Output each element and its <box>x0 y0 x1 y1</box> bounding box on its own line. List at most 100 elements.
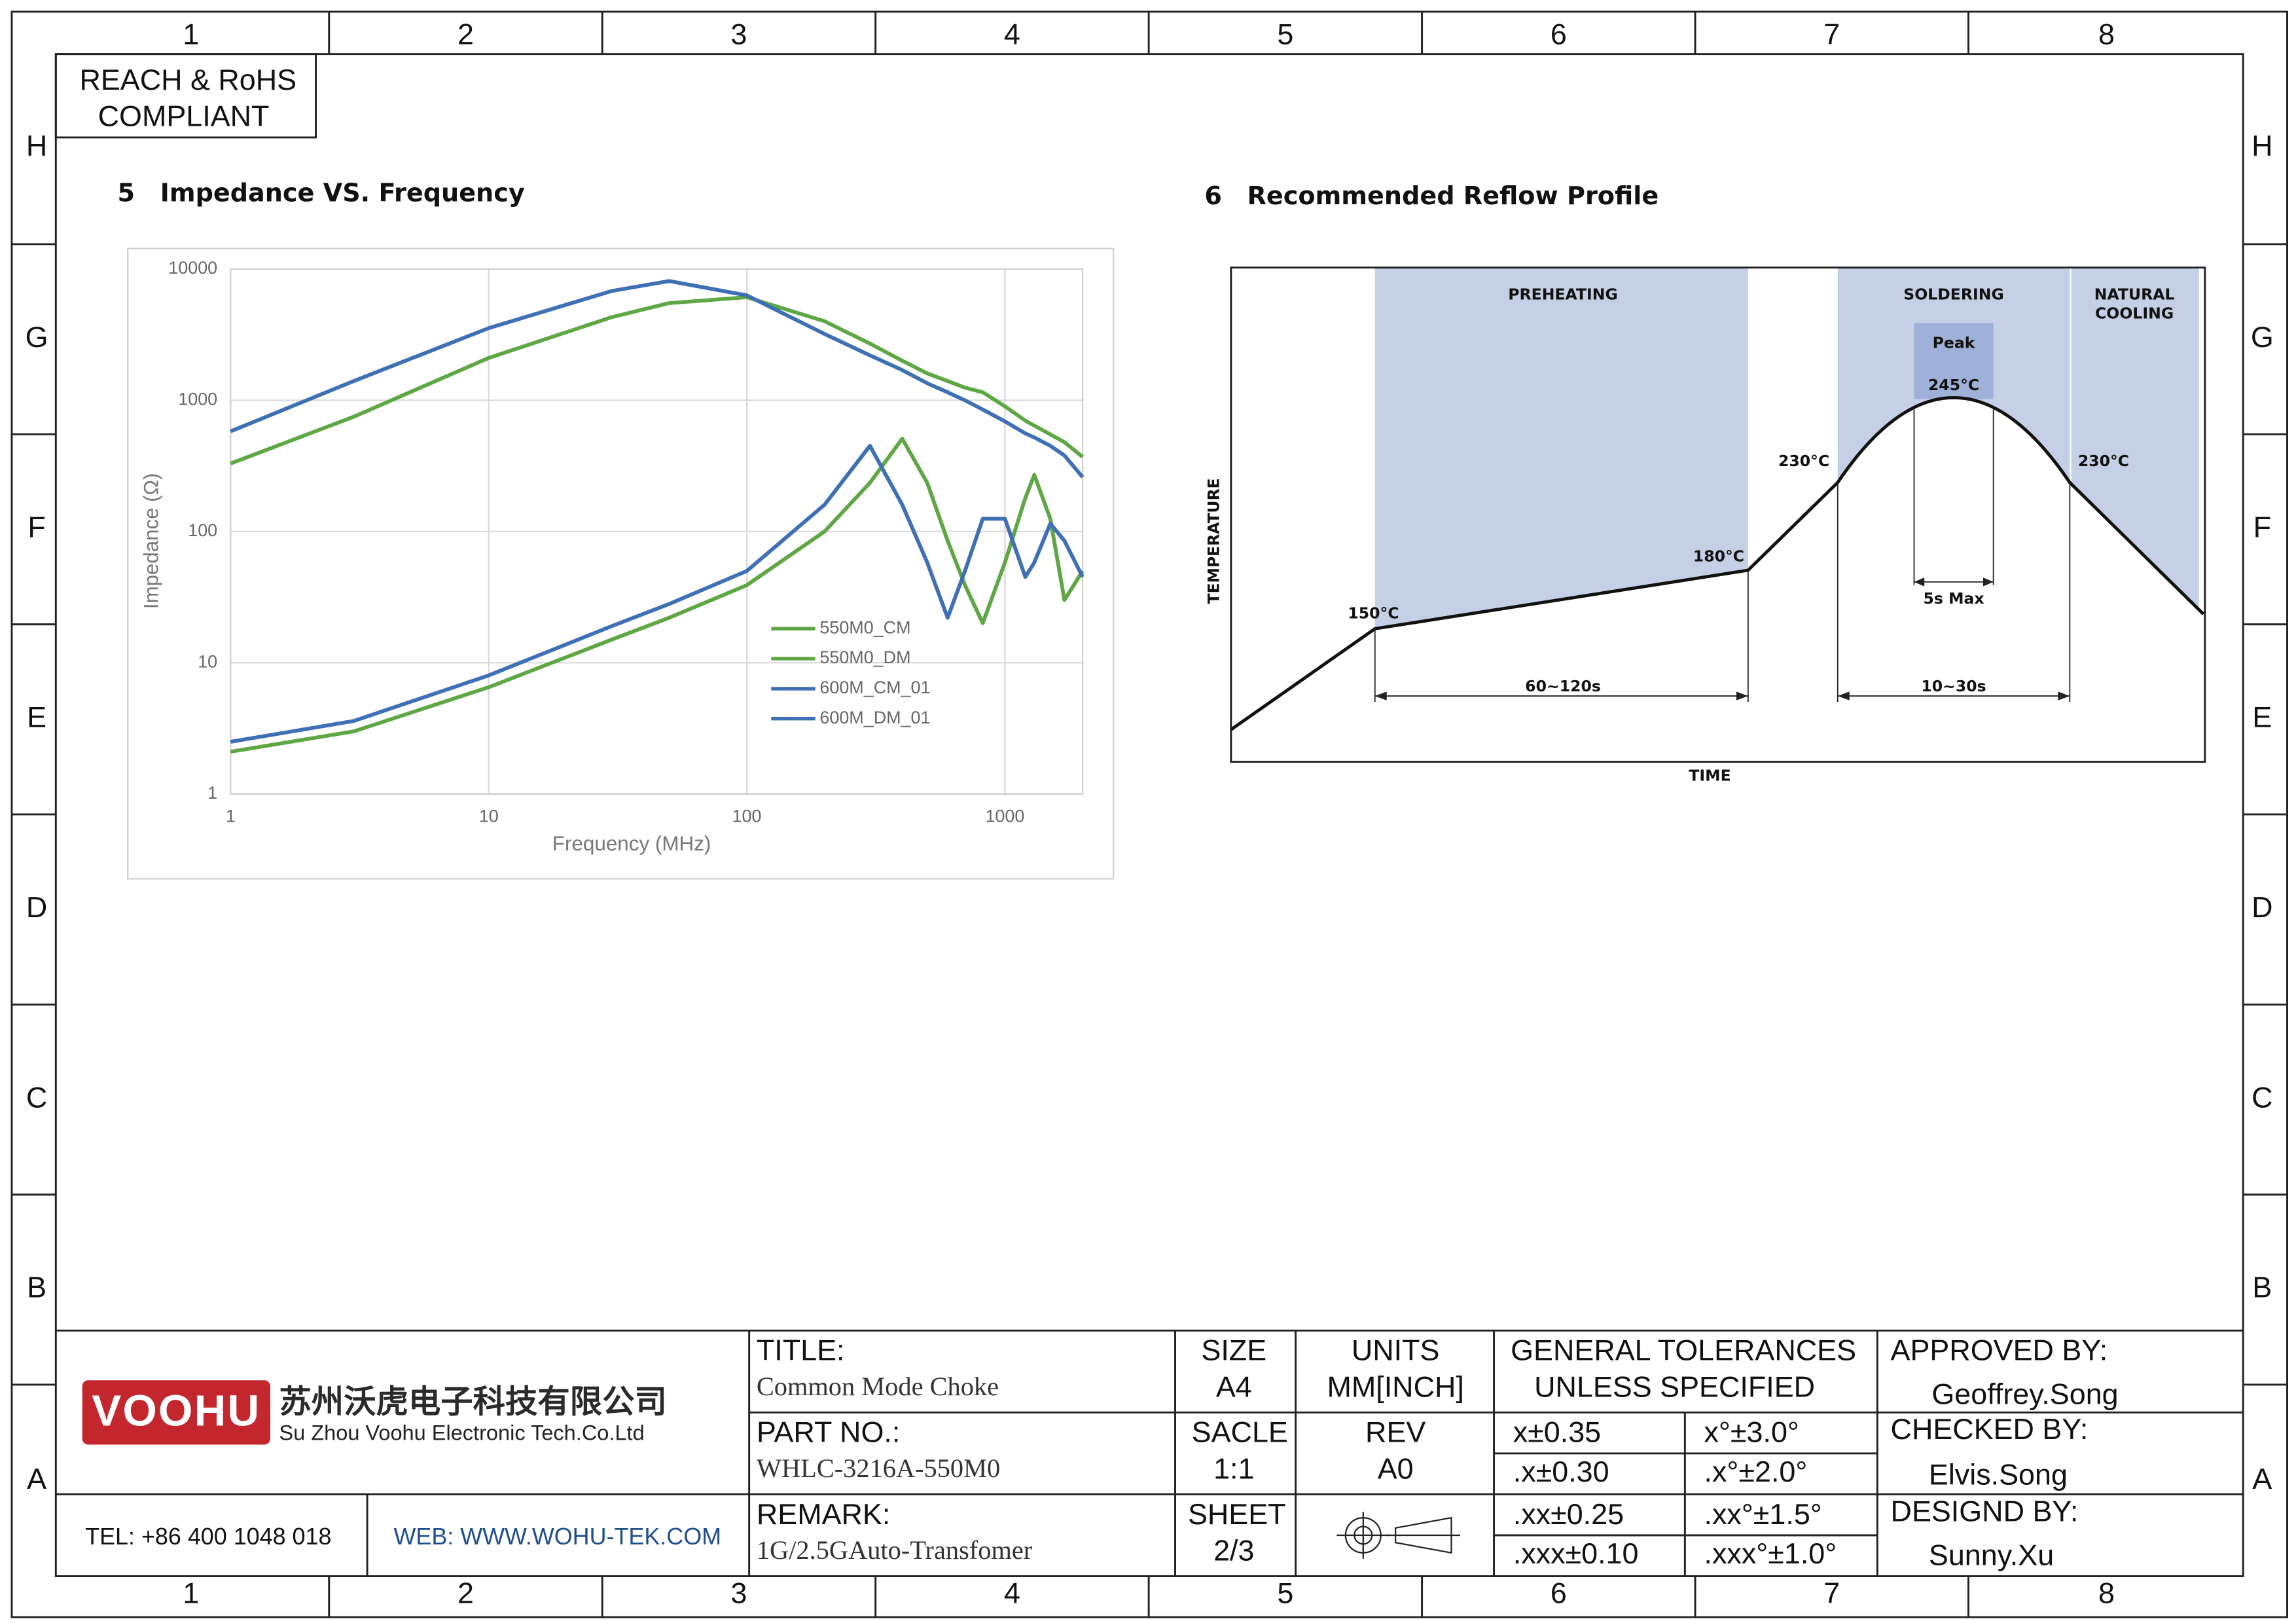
logo-box <box>82 1380 270 1445</box>
field-label: UNITS <box>1352 1334 1440 1367</box>
legend-label: 550M0_DM <box>819 647 910 667</box>
row-label: H <box>26 129 47 162</box>
tolerance-value: .xx°±1.5° <box>1704 1498 1822 1531</box>
row-label: G <box>26 321 48 354</box>
peak-label: Peak <box>1933 333 1976 352</box>
column-label: 5 <box>1277 1577 1293 1609</box>
plot-area <box>230 268 1084 795</box>
row-label: C <box>26 1081 47 1114</box>
reflow-frame <box>1230 266 2206 763</box>
reflow-curve <box>1230 396 2205 731</box>
column-label: 1 <box>183 18 199 51</box>
row-label: B <box>2252 1271 2272 1304</box>
tolerance-value: .xxx°±1.0° <box>1704 1537 1837 1570</box>
field-label: DESIGND BY: <box>1891 1495 2079 1527</box>
column-label: 6 <box>1551 18 1567 51</box>
column-label: 7 <box>1823 1577 1840 1609</box>
field-label: SACLE <box>1192 1416 1288 1449</box>
row-label: C <box>2251 1081 2272 1114</box>
compliance-text: REACH & RoHS <box>79 64 296 96</box>
company-name-en: Su Zhou Voohu Electronic Tech.Co.Ltd <box>279 1421 644 1445</box>
row-label: G <box>2251 321 2274 354</box>
section-title: Recommended Reflow Profile <box>1247 181 1659 210</box>
tolerance-heading: GENERAL TOLERANCES <box>1511 1334 1856 1367</box>
tolerance-value: x±0.35 <box>1513 1416 1601 1449</box>
row-label: B <box>27 1271 46 1304</box>
temp-label: 230°C <box>2078 452 2129 470</box>
legend-label: 600M_DM_01 <box>819 708 930 727</box>
column-label: 2 <box>457 1577 474 1609</box>
website: WEB: WWW.WOHU-TEK.COM <box>393 1523 721 1550</box>
field-value: Geoffrey.Song <box>1931 1378 2118 1411</box>
row-label: F <box>27 511 45 543</box>
field-value: Common Mode Choke <box>757 1372 999 1401</box>
section-number: 5 <box>118 179 135 208</box>
column-label: 4 <box>1004 18 1020 51</box>
field-label: APPROVED BY: <box>1891 1334 2108 1367</box>
field-label: CHECKED BY: <box>1891 1413 2089 1446</box>
column-label: 5 <box>1277 18 1293 51</box>
peak-zone <box>1914 323 1994 399</box>
row-label: D <box>26 891 47 924</box>
x-tick-label: 1000 <box>985 807 1024 826</box>
section-number: 6 <box>1204 181 1222 210</box>
field-label: REMARK: <box>757 1498 890 1531</box>
chart-frame <box>127 247 1115 880</box>
column-label: 2 <box>457 18 474 51</box>
preheating-zone <box>1374 267 1748 629</box>
company-name-cn: 苏州沃虎电子科技有限公司 <box>279 1383 666 1421</box>
projection-symbol <box>1336 1512 1460 1559</box>
field-value: MM[INCH] <box>1327 1371 1463 1404</box>
dimension-lines <box>1374 409 2071 702</box>
cooling-zone <box>2071 267 2199 611</box>
y-tick-label: 1000 <box>178 390 217 409</box>
row-label: H <box>2251 129 2272 162</box>
column-label: 8 <box>2098 18 2115 51</box>
field-value: A4 <box>1216 1371 1252 1404</box>
duration-label: 60~120s <box>1525 677 1601 695</box>
zone-label: NATURAL <box>2094 285 2175 304</box>
telephone: TEL: +86 400 1048 018 <box>85 1523 331 1550</box>
x-tick-label: 1 <box>226 807 236 826</box>
field-label: SHEET <box>1188 1498 1286 1531</box>
row-label: D <box>2251 891 2272 924</box>
compliance-text: COMPLIANT <box>98 100 270 133</box>
row-label: A <box>2252 1463 2272 1495</box>
row-label: E <box>27 701 46 734</box>
zone-label: SOLDERING <box>1903 285 2004 304</box>
duration-label: 10~30s <box>1921 677 1986 695</box>
row-label: A <box>27 1463 46 1495</box>
row-label: E <box>2252 701 2272 734</box>
reflow-diagram <box>1230 266 2206 763</box>
zone-label: PREHEATING <box>1508 285 1618 304</box>
zone-label: COOLING <box>2095 304 2174 323</box>
logo-text: VOOHU <box>92 1386 260 1435</box>
field-value: 1G/2.5GAuto-Transfomer <box>757 1535 1033 1565</box>
row-label: F <box>2253 511 2271 543</box>
series-line <box>230 444 1085 744</box>
field-label: TITLE: <box>757 1334 845 1367</box>
y-tick-label: 10000 <box>168 258 217 278</box>
series-line <box>230 437 1085 754</box>
column-label: 1 <box>183 1577 199 1609</box>
column-label: 8 <box>2098 1577 2115 1609</box>
tolerance-heading: UNLESS SPECIFIED <box>1534 1371 1815 1404</box>
field-label: PART NO.: <box>757 1416 900 1449</box>
column-label: 7 <box>1823 18 1840 51</box>
temp-label: 150°C <box>1348 604 1399 623</box>
y-tick-label: 100 <box>188 520 217 540</box>
outer-frame <box>10 10 2288 1618</box>
legend-label: 600M_CM_01 <box>819 678 930 697</box>
field-value: A0 <box>1378 1453 1414 1486</box>
reflow-x-label: TIME <box>1689 766 1731 784</box>
y-axis-label: Impedance (Ω) <box>140 473 163 609</box>
y-tick-label: 1 <box>207 783 217 803</box>
field-value: Sunny.Xu <box>1929 1539 2054 1571</box>
dimension-arrows <box>1374 577 2070 701</box>
x-tick-label: 10 <box>479 807 499 826</box>
field-label: SIZE <box>1201 1334 1266 1367</box>
duration-label: 5s Max <box>1923 589 1984 608</box>
series-line <box>230 295 1084 465</box>
column-label: 4 <box>1004 1577 1020 1609</box>
tolerance-value: .xx±0.25 <box>1513 1498 1624 1531</box>
